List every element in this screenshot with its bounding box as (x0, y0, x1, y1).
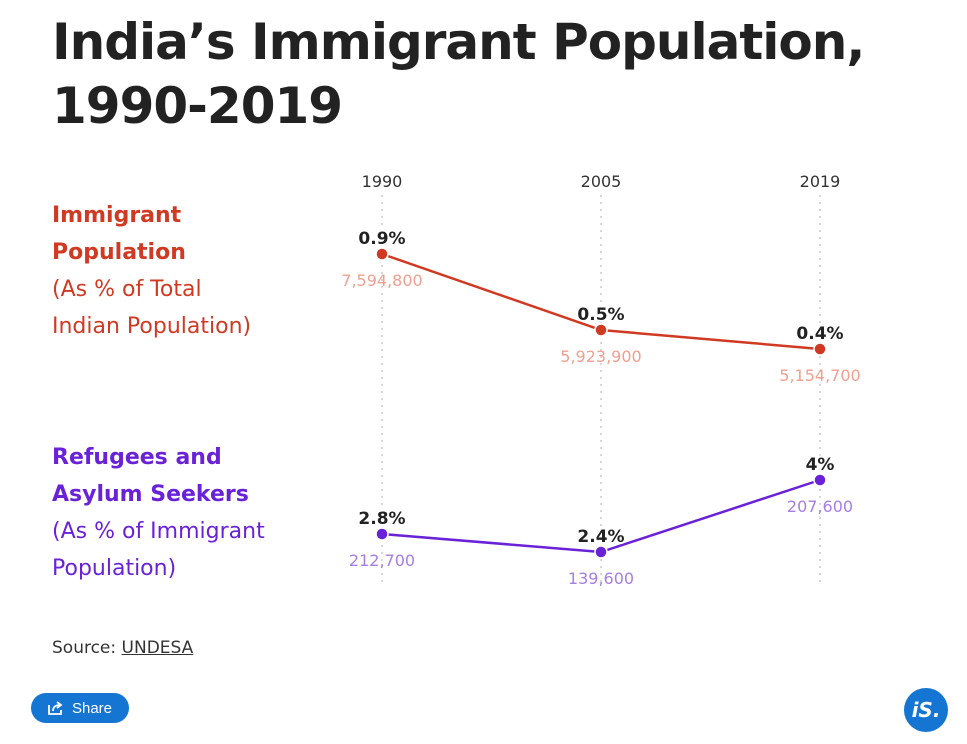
count-label: 5,923,900 (560, 347, 641, 366)
data-label: 2.4% (577, 527, 624, 547)
x-tick-label: 2019 (800, 172, 841, 191)
share-button[interactable]: Share (31, 693, 129, 723)
data-point (375, 247, 389, 261)
data-point (594, 323, 608, 337)
legend-refugees: Refugees and Asylum Seekers (As % of Imm… (52, 439, 265, 587)
count-label: 7,594,800 (341, 271, 422, 290)
count-label: 5,154,700 (779, 366, 860, 385)
legend-immigrant-title: Immigrant (52, 203, 182, 228)
legend-immigrant: Immigrant Population (As % of Total Indi… (52, 197, 251, 345)
legend-refugees-title: Refugees and (52, 445, 222, 470)
logo-text: iS. (911, 698, 941, 722)
data-point (375, 527, 389, 541)
logo[interactable]: iS. (904, 688, 948, 732)
legend-immigrant-sub-2: Indian Population) (52, 314, 252, 339)
data-point (813, 473, 827, 487)
legend-refugees-sub: (As % of Immigrant (52, 519, 265, 544)
data-label: 0.9% (358, 229, 405, 249)
source-label: Source: (52, 638, 117, 658)
legend-refugees-title-2: Asylum Seekers (52, 482, 249, 507)
legend-refugees-sub-2: Population) (52, 556, 177, 581)
page-title: India’s Immigrant Population, 1990-2019 (52, 13, 865, 135)
source-link[interactable]: UNDESA (121, 638, 194, 658)
count-label: 212,700 (349, 551, 415, 570)
count-label: 139,600 (568, 569, 634, 588)
share-label: Share (71, 699, 113, 717)
data-point (594, 545, 608, 559)
data-label: 0.4% (796, 324, 843, 344)
legend-immigrant-title-2: Population (52, 240, 186, 265)
data-label: 0.5% (577, 305, 624, 325)
count-label: 207,600 (787, 497, 853, 516)
share-icon (48, 701, 63, 715)
legend-immigrant-sub: (As % of Total (52, 277, 202, 302)
x-tick-label: 1990 (362, 172, 403, 191)
data-point (813, 342, 827, 356)
x-tick-label: 2005 (581, 172, 622, 191)
data-label: 2.8% (358, 509, 405, 529)
source: Source: UNDESA (52, 638, 193, 658)
data-label: 4% (806, 455, 835, 475)
